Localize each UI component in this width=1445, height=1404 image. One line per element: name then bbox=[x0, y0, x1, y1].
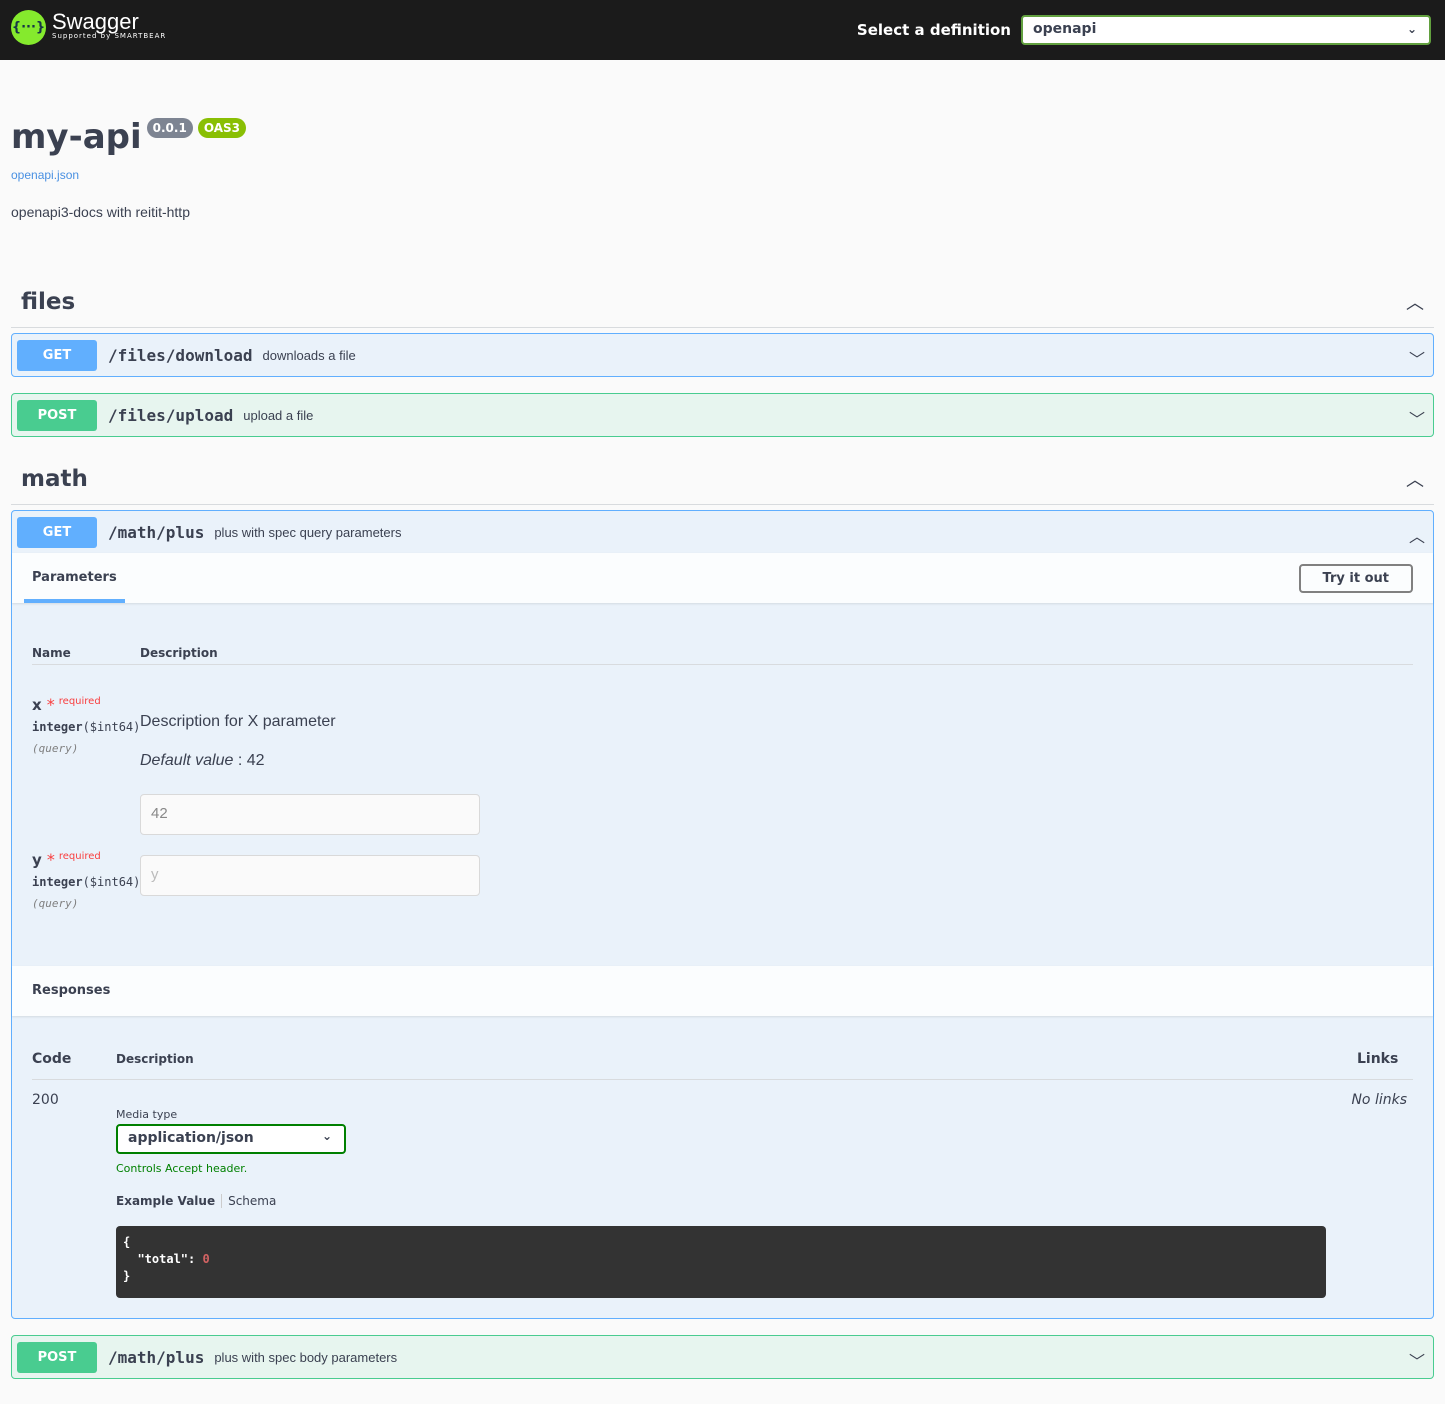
tab-schema[interactable]: Schema bbox=[228, 1194, 277, 1208]
version-badge: 0.0.1 bbox=[146, 118, 193, 138]
param-x-input[interactable]: 42 bbox=[140, 794, 480, 835]
op-summary: plus with spec query parameters bbox=[214, 524, 402, 540]
api-title: my-api bbox=[11, 117, 142, 157]
swagger-logo[interactable]: {···} Swagger Supported by SMARTBEAR bbox=[11, 10, 166, 45]
chevron-up-icon[interactable]: ︿ bbox=[1406, 469, 1424, 491]
operation-get-files-download[interactable]: GET /files/download downloads a file ﹀ bbox=[11, 333, 1434, 377]
tag-math[interactable]: math ︿ bbox=[11, 453, 1434, 505]
chevron-down-icon: ⌄ bbox=[1406, 22, 1417, 36]
op-path: /math/plus bbox=[108, 1347, 205, 1367]
operation-get-math-plus: GET /math/plus plus with spec query para… bbox=[11, 510, 1434, 1319]
chevron-down-icon[interactable]: ﹀ bbox=[1408, 1352, 1425, 1371]
param-x-description: Description for X parameter bbox=[140, 713, 336, 730]
controls-note: Controls Accept header. bbox=[116, 1162, 248, 1175]
op-header[interactable]: GET /math/plus plus with spec query para… bbox=[12, 511, 1433, 553]
logo-sub: Supported by SMARTBEAR bbox=[52, 32, 167, 40]
chevron-down-icon[interactable]: ﹀ bbox=[1408, 350, 1425, 369]
param-y-input[interactable]: y bbox=[140, 855, 480, 896]
no-links: No links bbox=[1351, 1092, 1407, 1108]
chevron-down-icon[interactable]: ﹀ bbox=[1408, 410, 1425, 429]
param-y: y * required integer($int64) (query) bbox=[32, 850, 141, 910]
param-x-default: Default value : 42 bbox=[140, 752, 265, 769]
param-x: x * required integer($int64) (query) bbox=[32, 695, 141, 755]
col-code: Code bbox=[32, 1050, 72, 1067]
oas-badge: OAS3 bbox=[197, 118, 246, 138]
op-path: /files/upload bbox=[108, 405, 234, 425]
op-summary: upload a file bbox=[243, 407, 314, 423]
tab-parameters[interactable]: Parameters bbox=[24, 553, 125, 603]
op-path: /math/plus bbox=[108, 522, 205, 542]
operation-post-math-plus[interactable]: POST /math/plus plus with spec body para… bbox=[11, 1335, 1434, 1379]
definition-select[interactable]: openapi ⌄ bbox=[1021, 15, 1431, 45]
response-code: 200 bbox=[32, 1092, 59, 1108]
col-name: Name bbox=[32, 645, 71, 660]
definition-value: openapi bbox=[1033, 21, 1097, 37]
op-summary: plus with spec body parameters bbox=[214, 1349, 398, 1365]
api-description: openapi3-docs with reitit-http bbox=[11, 204, 190, 220]
operation-post-files-upload[interactable]: POST /files/upload upload a file ﹀ bbox=[11, 393, 1434, 437]
responses-title: Responses bbox=[32, 983, 111, 998]
tag-title: files bbox=[21, 288, 76, 315]
col-links: Links bbox=[1357, 1050, 1399, 1067]
tag-title: math bbox=[21, 465, 88, 492]
definition-label: Select a definition bbox=[856, 21, 1011, 39]
topbar: {···} Swagger Supported by SMARTBEAR Sele… bbox=[0, 0, 1445, 60]
op-path: /files/download bbox=[108, 345, 253, 365]
logo-text: Swagger bbox=[52, 9, 139, 34]
method-badge: GET bbox=[17, 516, 97, 548]
spec-link[interactable]: openapi.json bbox=[11, 168, 80, 182]
swagger-braces-icon: {···} bbox=[11, 10, 46, 45]
tab-example-value[interactable]: Example Value bbox=[116, 1194, 223, 1208]
method-badge: POST bbox=[17, 399, 97, 431]
col-description: Description bbox=[116, 1051, 194, 1066]
try-it-out-button[interactable]: Try it out bbox=[1298, 563, 1413, 593]
col-description: Description bbox=[140, 645, 218, 660]
chevron-up-icon[interactable]: ︿ bbox=[1408, 527, 1425, 546]
example-json: { "total": 0 } bbox=[116, 1226, 1326, 1298]
method-badge: POST bbox=[17, 1341, 97, 1373]
chevron-up-icon[interactable]: ︿ bbox=[1406, 292, 1424, 314]
op-summary: downloads a file bbox=[262, 347, 356, 363]
tag-files[interactable]: files ︿ bbox=[11, 276, 1434, 328]
media-type-label: Media type bbox=[116, 1108, 178, 1121]
media-type-select[interactable]: application/json ⌄ bbox=[116, 1124, 346, 1154]
method-badge: GET bbox=[17, 339, 97, 371]
chevron-down-icon: ⌄ bbox=[321, 1129, 332, 1143]
